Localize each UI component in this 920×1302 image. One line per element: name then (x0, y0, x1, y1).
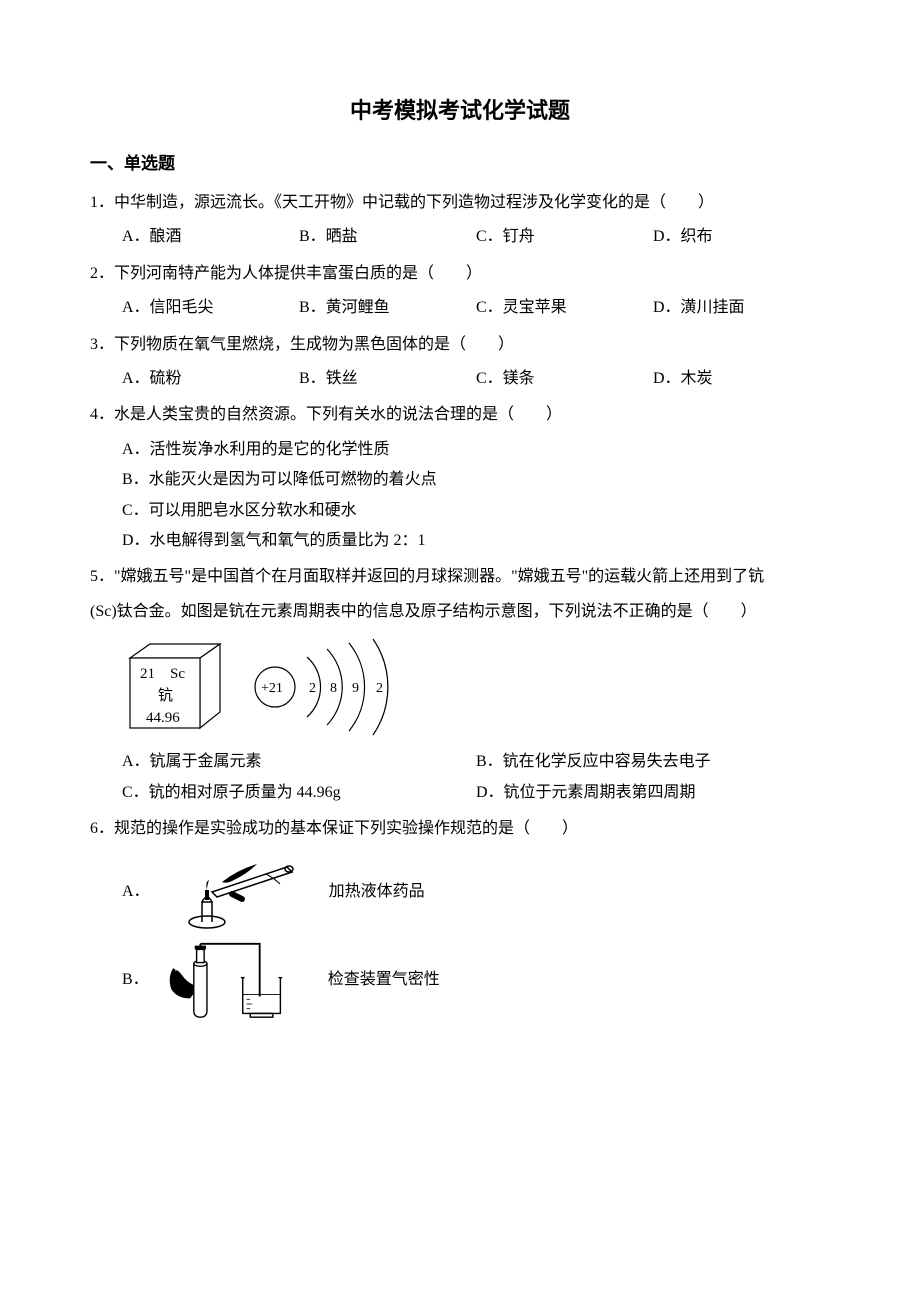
q2-option-d: D．潢川挂面 (653, 293, 830, 323)
airtightness-check-icon (161, 940, 316, 1020)
q3-option-a: A．硫粉 (122, 364, 299, 394)
q4-option-b: B．水能灭火是因为可以降低可燃物的着火点 (90, 465, 830, 495)
q2-option-a: A．信阳毛尖 (122, 293, 299, 323)
question-6: 6．规范的操作是实验成功的基本保证下列实验操作规范的是（ ） A． 加热液体药品… (90, 814, 830, 1020)
section-header-1: 一、单选题 (90, 148, 830, 180)
q5-option-a: A．钪属于金属元素 (122, 747, 476, 777)
atom-structure-svg: +21 2 8 9 2 (247, 637, 427, 737)
q5-text-2: (Sc)钛合金。如图是钪在元素周期表中的信息及原子结构示意图，下列说法不正确的是… (90, 597, 830, 627)
svg-text:9: 9 (352, 681, 359, 696)
q4-text: 4．水是人类宝贵的自然资源。下列有关水的说法合理的是（ ） (90, 400, 830, 430)
page-title: 中考模拟考试化学试题 (90, 90, 830, 132)
q6-option-a-row: A． 加热液体药品 (90, 852, 830, 932)
q4-option-a: A．活性炭净水利用的是它的化学性质 (90, 435, 830, 465)
question-1: 1．中华制造，源远流长。《天工开物》中记载的下列造物过程涉及化学变化的是（ ） … (90, 188, 830, 253)
svg-text:2: 2 (309, 681, 316, 696)
q1-option-d: D．织布 (653, 222, 830, 252)
q5-option-b: B．钪在化学反应中容易失去电子 (476, 747, 830, 777)
q5-text-1: 5．"嫦娥五号"是中国首个在月面取样并返回的月球探测器。"嫦娥五号"的运载火箭上… (90, 562, 830, 592)
q6-option-b-caption: 检查装置气密性 (328, 965, 440, 995)
q3-option-d: D．木炭 (653, 364, 830, 394)
element-box-svg: 21 Sc 钪 44.96 (122, 640, 227, 735)
q6-option-b-label: B． (122, 965, 149, 995)
q3-option-c: C．镁条 (476, 364, 653, 394)
q2-option-b: B．黄河鲤鱼 (299, 293, 476, 323)
q5-option-d: D．钪位于元素周期表第四周期 (476, 778, 830, 808)
q3-text: 3．下列物质在氧气里燃烧，生成物为黑色固体的是（ ） (90, 330, 830, 360)
q6-text: 6．规范的操作是实验成功的基本保证下列实验操作规范的是（ ） (90, 814, 830, 844)
svg-text:Sc: Sc (170, 666, 185, 682)
q4-option-d: D．水电解得到氢气和氧气的质量比为 2：1 (90, 526, 830, 556)
svg-text:+21: +21 (261, 681, 283, 696)
question-4: 4．水是人类宝贵的自然资源。下列有关水的说法合理的是（ ） A．活性炭净水利用的… (90, 400, 830, 556)
q6-option-b-row: B． 检查装置气密性 (90, 940, 830, 1020)
svg-text:钪: 钪 (158, 687, 173, 704)
q1-text: 1．中华制造，源远流长。《天工开物》中记载的下列造物过程涉及化学变化的是（ ） (90, 188, 830, 218)
question-2: 2．下列河南特产能为人体提供丰富蛋白质的是（ ） A．信阳毛尖 B．黄河鲤鱼 C… (90, 259, 830, 324)
svg-text:8: 8 (330, 681, 337, 696)
q6-option-a-label: A． (122, 877, 150, 907)
q6-option-a-caption: 加热液体药品 (329, 877, 425, 907)
q4-option-c: C．可以用肥皂水区分软水和硬水 (90, 496, 830, 526)
svg-text:44.96: 44.96 (146, 710, 180, 726)
q1-option-b: B．晒盐 (299, 222, 476, 252)
question-5: 5．"嫦娥五号"是中国首个在月面取样并返回的月球探测器。"嫦娥五号"的运载火箭上… (90, 562, 830, 808)
question-3: 3．下列物质在氧气里燃烧，生成物为黑色固体的是（ ） A．硫粉 B．铁丝 C．镁… (90, 330, 830, 395)
svg-text:2: 2 (376, 681, 383, 696)
svg-text:21: 21 (140, 666, 155, 682)
q5-option-c: C．钪的相对原子质量为 44.96g (122, 778, 476, 808)
q2-option-c: C．灵宝苹果 (476, 293, 653, 323)
q1-option-c: C．钉舟 (476, 222, 653, 252)
q3-option-b: B．铁丝 (299, 364, 476, 394)
q5-diagram: 21 Sc 钪 44.96 +21 2 8 9 2 (122, 637, 830, 737)
q2-text: 2．下列河南特产能为人体提供丰富蛋白质的是（ ） (90, 259, 830, 289)
q1-option-a: A．酿酒 (122, 222, 299, 252)
heating-liquid-icon (162, 852, 317, 932)
